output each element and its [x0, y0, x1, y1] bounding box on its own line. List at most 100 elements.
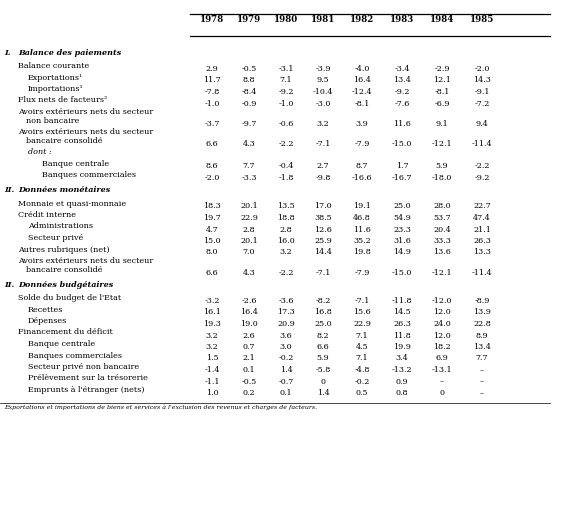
- Text: -0.2: -0.2: [354, 377, 370, 386]
- Text: 4.7: 4.7: [206, 225, 218, 234]
- Text: 19.1: 19.1: [353, 202, 371, 211]
- Text: -0.5: -0.5: [241, 377, 257, 386]
- Text: 20.1: 20.1: [240, 237, 258, 245]
- Text: 13.3: 13.3: [473, 249, 491, 256]
- Text: 12.6: 12.6: [314, 225, 332, 234]
- Text: -3.0: -3.0: [315, 100, 331, 107]
- Text: 22.9: 22.9: [353, 320, 371, 328]
- Text: 22.9: 22.9: [240, 214, 258, 222]
- Text: Prélèvement sur la trésorerie: Prélèvement sur la trésorerie: [28, 375, 148, 383]
- Text: 8.8: 8.8: [243, 76, 255, 85]
- Text: 7.7: 7.7: [476, 354, 488, 362]
- Text: -0.7: -0.7: [279, 377, 294, 386]
- Text: -11.8: -11.8: [392, 297, 412, 305]
- Text: 54.9: 54.9: [393, 214, 411, 222]
- Text: -18.0: -18.0: [432, 174, 452, 182]
- Text: 19.8: 19.8: [353, 249, 371, 256]
- Text: 19.7: 19.7: [203, 214, 221, 222]
- Text: -3.1: -3.1: [278, 65, 294, 73]
- Text: -2.0: -2.0: [205, 174, 220, 182]
- Text: -12.0: -12.0: [432, 297, 452, 305]
- Text: -4.0: -4.0: [354, 65, 370, 73]
- Text: 7.1: 7.1: [356, 354, 368, 362]
- Text: 6.6: 6.6: [316, 343, 329, 351]
- Text: -7.1: -7.1: [354, 297, 370, 305]
- Text: 13.4: 13.4: [473, 343, 491, 351]
- Text: -3.2: -3.2: [205, 297, 220, 305]
- Text: 0.1: 0.1: [280, 389, 292, 397]
- Text: 16.4: 16.4: [353, 76, 371, 85]
- Text: 11.7: 11.7: [203, 76, 221, 85]
- Text: Administrations: Administrations: [28, 223, 93, 230]
- Text: 0.9: 0.9: [396, 377, 408, 386]
- Text: 11.6: 11.6: [353, 225, 371, 234]
- Text: 24.0: 24.0: [433, 320, 451, 328]
- Text: 26.3: 26.3: [393, 320, 411, 328]
- Text: Banques commerciales: Banques commerciales: [28, 351, 122, 360]
- Text: 4.3: 4.3: [242, 140, 255, 148]
- Text: -2.2: -2.2: [278, 269, 294, 277]
- Text: Financement du déficit: Financement du déficit: [18, 329, 113, 336]
- Text: bancaire consolidé: bancaire consolidé: [26, 137, 102, 145]
- Text: 4.5: 4.5: [356, 343, 368, 351]
- Text: 22.7: 22.7: [473, 202, 491, 211]
- Text: 2.9: 2.9: [206, 65, 219, 73]
- Text: -2.2: -2.2: [278, 140, 294, 148]
- Text: 7.1: 7.1: [356, 332, 368, 339]
- Text: 46.8: 46.8: [353, 214, 371, 222]
- Text: 0.5: 0.5: [356, 389, 368, 397]
- Text: 1985: 1985: [470, 16, 494, 24]
- Text: 8.9: 8.9: [476, 332, 488, 339]
- Text: -2.6: -2.6: [241, 297, 257, 305]
- Text: Balance des paiements: Balance des paiements: [18, 49, 121, 57]
- Text: Avoirs extérieurs nets du secteur: Avoirs extérieurs nets du secteur: [18, 128, 153, 136]
- Text: -9.2: -9.2: [474, 174, 490, 182]
- Text: 13.9: 13.9: [473, 308, 491, 317]
- Text: -9.7: -9.7: [241, 120, 257, 128]
- Text: 20.9: 20.9: [277, 320, 295, 328]
- Text: -3.3: -3.3: [241, 174, 257, 182]
- Text: 3.2: 3.2: [206, 343, 219, 351]
- Text: 3.0: 3.0: [280, 343, 292, 351]
- Text: II.: II.: [4, 186, 14, 195]
- Text: Flux nets de facteurs²: Flux nets de facteurs²: [18, 97, 107, 104]
- Text: –: –: [480, 366, 484, 374]
- Text: -9.8: -9.8: [315, 174, 331, 182]
- Text: 14.3: 14.3: [473, 76, 491, 85]
- Text: Banque centrale: Banque centrale: [28, 340, 95, 348]
- Text: 8.2: 8.2: [317, 332, 329, 339]
- Text: -8.9: -8.9: [474, 297, 490, 305]
- Text: 1.5: 1.5: [206, 354, 218, 362]
- Text: 3.2: 3.2: [206, 332, 219, 339]
- Text: -1.8: -1.8: [279, 174, 294, 182]
- Text: 1984: 1984: [430, 16, 454, 24]
- Text: Monnaie et quasi-monnaie: Monnaie et quasi-monnaie: [18, 199, 126, 208]
- Text: -3.6: -3.6: [278, 297, 294, 305]
- Text: 4.3: 4.3: [242, 269, 255, 277]
- Text: non bancaire: non bancaire: [26, 117, 79, 125]
- Text: -8.1: -8.1: [354, 100, 370, 107]
- Text: 11.6: 11.6: [393, 120, 411, 128]
- Text: -1.0: -1.0: [205, 100, 220, 107]
- Text: -8.1: -8.1: [434, 88, 450, 96]
- Text: Exportations¹: Exportations¹: [28, 74, 83, 81]
- Text: 17.0: 17.0: [314, 202, 332, 211]
- Text: 33.3: 33.3: [433, 237, 451, 245]
- Text: -7.1: -7.1: [315, 140, 331, 148]
- Text: I.: I.: [4, 49, 11, 57]
- Text: -15.0: -15.0: [392, 269, 412, 277]
- Text: -9.2: -9.2: [278, 88, 294, 96]
- Text: -10.4: -10.4: [313, 88, 333, 96]
- Text: 31.6: 31.6: [393, 237, 411, 245]
- Text: Crédit interne: Crédit interne: [18, 211, 76, 219]
- Text: -3.7: -3.7: [205, 120, 220, 128]
- Text: -7.1: -7.1: [315, 269, 331, 277]
- Text: -11.4: -11.4: [472, 269, 492, 277]
- Text: -7.9: -7.9: [354, 269, 370, 277]
- Text: 3.6: 3.6: [280, 332, 292, 339]
- Text: Recettes: Recettes: [28, 306, 63, 313]
- Text: dont :: dont :: [28, 148, 51, 156]
- Text: 20.1: 20.1: [240, 202, 258, 211]
- Text: 1979: 1979: [237, 16, 261, 24]
- Text: -16.6: -16.6: [351, 174, 372, 182]
